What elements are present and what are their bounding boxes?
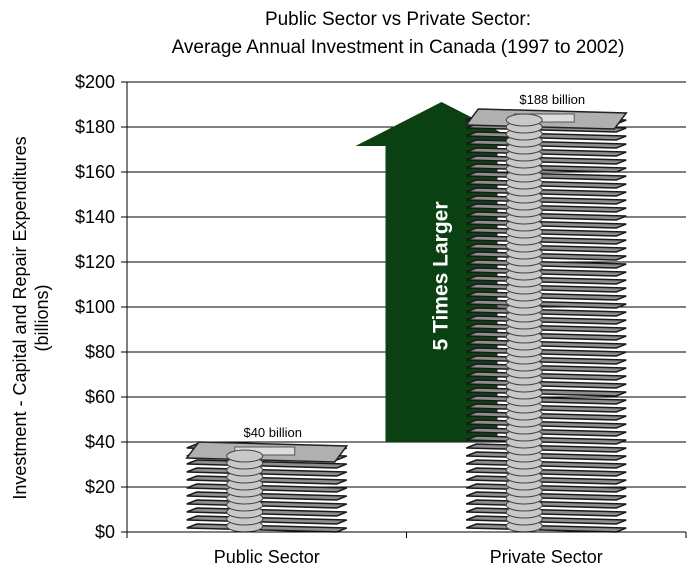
bill — [465, 451, 627, 461]
axes — [126, 82, 687, 538]
y-tick-label: $60 — [85, 387, 115, 407]
y-tick-label: $40 — [85, 432, 115, 452]
y-tick-label: $160 — [75, 162, 115, 182]
bill — [465, 467, 627, 477]
coin — [226, 449, 264, 463]
y-axis-title-line-2: (billions) — [32, 284, 52, 351]
bill — [465, 435, 627, 445]
bill — [465, 483, 627, 493]
bill — [465, 171, 627, 181]
y-tick-label: $20 — [85, 477, 115, 497]
bill — [465, 275, 627, 285]
bill — [465, 203, 627, 213]
bill — [465, 163, 627, 173]
bill — [465, 155, 627, 165]
bill — [465, 427, 627, 437]
bill — [465, 267, 627, 277]
bill — [186, 483, 348, 493]
bill — [465, 211, 627, 221]
bill — [465, 315, 627, 325]
y-axis-title-line-1: Investment - Capital and Repair Expendit… — [10, 136, 30, 499]
bill — [186, 499, 348, 509]
y-tick-label: $180 — [75, 117, 115, 137]
bill — [186, 475, 348, 485]
bill — [465, 507, 627, 517]
y-tick-label: $100 — [75, 297, 115, 317]
bill — [465, 379, 627, 389]
bill — [465, 147, 627, 157]
bill — [186, 523, 348, 533]
bill — [465, 371, 627, 381]
data-labels: $40 billion $188 billion — [243, 92, 585, 440]
bill — [186, 467, 348, 477]
coin — [505, 113, 543, 127]
bill — [465, 227, 627, 237]
bill — [465, 339, 627, 349]
data-label: $188 billion — [519, 92, 585, 107]
y-tick-label: $200 — [75, 72, 115, 92]
bill — [465, 219, 627, 229]
bill — [465, 323, 627, 333]
category-labels: Public Sector Private Sector — [214, 547, 603, 567]
bill — [186, 515, 348, 525]
y-axis-title: Investment - Capital and Repair Expendit… — [10, 136, 52, 499]
y-tick-label: $0 — [95, 522, 115, 542]
bill — [186, 507, 348, 517]
bill — [465, 331, 627, 341]
bill — [465, 443, 627, 453]
bill — [465, 259, 627, 269]
data-label: $40 billion — [243, 425, 302, 440]
y-tick-label: $80 — [85, 342, 115, 362]
bill — [465, 499, 627, 509]
arrow-annotation-text: 5 Times Larger — [430, 201, 453, 350]
bill — [465, 459, 627, 469]
chart-title-line-1: Public Sector vs Private Sector: — [265, 9, 531, 30]
category-label: Private Sector — [490, 547, 603, 567]
bar — [185, 441, 349, 533]
category-label: Public Sector — [214, 547, 320, 567]
bill — [465, 387, 627, 397]
bill — [465, 283, 627, 293]
y-tick-label: $140 — [75, 207, 115, 227]
y-tick-label: $120 — [75, 252, 115, 272]
chart-title-line-2: Average Annual Investment in Canada (199… — [172, 37, 625, 58]
bars — [185, 108, 628, 533]
bar — [464, 108, 628, 533]
bill — [465, 491, 627, 501]
bill — [186, 491, 348, 501]
bill — [465, 395, 627, 405]
bill — [465, 515, 627, 525]
bill — [465, 523, 627, 533]
y-axis-ticks: $0 $20 $40 $60 $80 $100 $120 $140 $160 $180 $200 — [75, 72, 127, 542]
bill — [465, 475, 627, 485]
